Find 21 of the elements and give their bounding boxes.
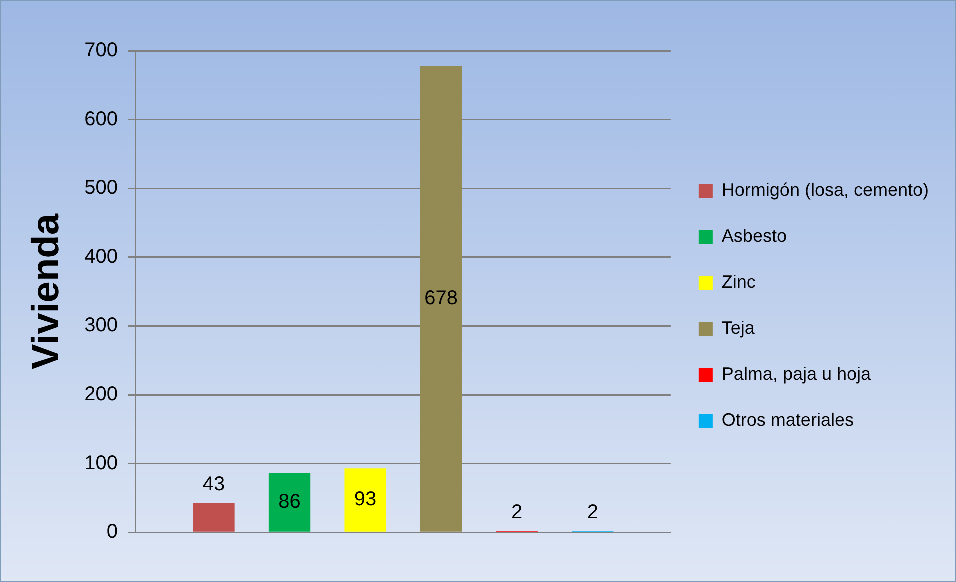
- y-tick-label: 100: [84, 452, 118, 474]
- data-label: 2: [587, 502, 598, 524]
- y-tick-label: 600: [84, 108, 118, 130]
- data-label: 43: [202, 474, 226, 496]
- y-tick-label: 300: [84, 314, 118, 337]
- y-tick-label: 0: [106, 521, 118, 544]
- legend-label: Teja: [722, 318, 756, 338]
- data-label: 93: [354, 488, 377, 511]
- legend-label: Zinc: [722, 272, 756, 292]
- legend-label: Asbesto: [722, 226, 787, 246]
- y-tick-label: 700: [84, 40, 118, 62]
- data-label: 86: [278, 491, 301, 514]
- y-tick-label: 500: [84, 177, 118, 200]
- y-tick-label: 200: [84, 384, 118, 406]
- data-label: 678: [424, 288, 458, 310]
- data-label: 2: [512, 502, 523, 524]
- legend-label: Hormigón (losa, cemento): [722, 180, 930, 200]
- y-axis-title: Vivienda: [25, 213, 68, 370]
- legend-label: Palma, paja u hoja: [722, 364, 872, 384]
- legend-label: Otros materiales: [722, 410, 854, 430]
- y-tick-label: 400: [84, 246, 118, 268]
